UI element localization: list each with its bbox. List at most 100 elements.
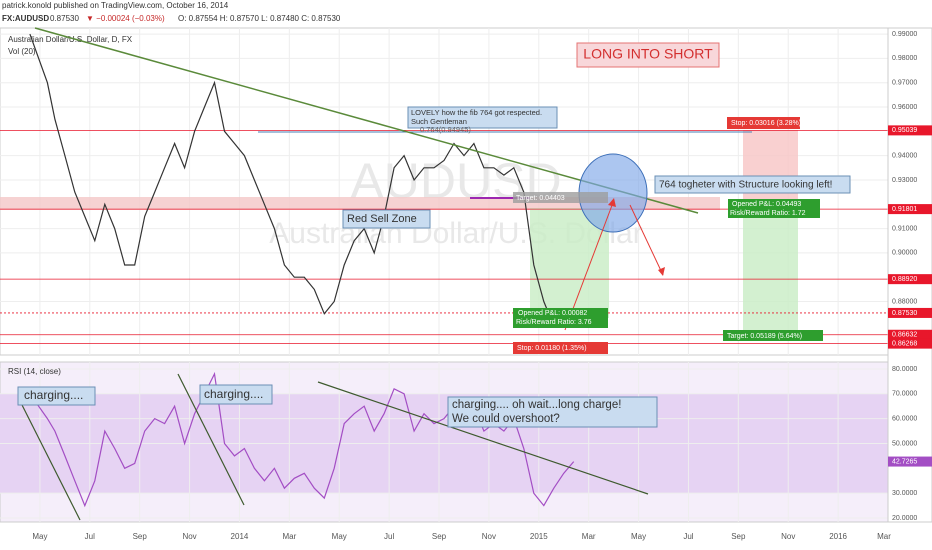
note: We could overshoot? bbox=[452, 413, 560, 425]
x-tick-label: Mar bbox=[282, 532, 296, 541]
price-flag bbox=[888, 338, 932, 349]
y-tick-label: 20.0000 bbox=[892, 515, 917, 522]
price-flag-label: 0.88920 bbox=[892, 276, 917, 283]
x-tick-label: Nov bbox=[182, 532, 196, 541]
position-label: Opened P&L: 0.04493 bbox=[732, 201, 801, 208]
x-tick-label: 2016 bbox=[829, 532, 847, 541]
price-flag bbox=[888, 274, 932, 285]
position-label: Stop: 0.01180 (1.35%) bbox=[517, 345, 587, 352]
x-tick-label: May bbox=[631, 532, 646, 541]
long-target-zone bbox=[743, 210, 798, 335]
y-tick-label: 30.0000 bbox=[892, 490, 917, 497]
note-box bbox=[342, 209, 431, 229]
symbol: FX:AUDUSD bbox=[2, 14, 49, 23]
note: LOVELY how the fib 764 got respected. bbox=[411, 108, 542, 117]
note-box bbox=[407, 106, 558, 129]
label-box bbox=[513, 308, 608, 328]
x-tick-label: Sep bbox=[731, 532, 746, 541]
position-label: Risk/Reward Ratio: 1.72 bbox=[730, 210, 806, 217]
y-tick-label: 0.96000 bbox=[892, 104, 917, 111]
x-tick-label: Mar bbox=[877, 532, 891, 541]
price-flag-label: 0.86632 bbox=[892, 332, 917, 339]
x-tick-label: Nov bbox=[781, 532, 795, 541]
headline: LONG INTO SHORT bbox=[583, 46, 713, 62]
price-flag bbox=[888, 307, 932, 318]
x-tick-label: May bbox=[332, 532, 347, 541]
note: charging.... oh wait...long charge! bbox=[452, 399, 621, 411]
price-flag bbox=[888, 329, 932, 340]
arrow-head bbox=[658, 267, 665, 276]
price-flag-label: 0.91801 bbox=[892, 206, 917, 213]
price-flag bbox=[888, 204, 932, 215]
x-tick-label: 2014 bbox=[231, 532, 249, 541]
arrow bbox=[629, 204, 664, 276]
position-label: Opened P&L: 0.00082 bbox=[518, 310, 587, 317]
series bbox=[29, 33, 575, 508]
y-tick-label: 0.98000 bbox=[892, 55, 917, 62]
x-tick-label: 2015 bbox=[530, 532, 548, 541]
rsi-title: RSI (14, close) bbox=[8, 367, 61, 376]
label-box bbox=[513, 342, 608, 354]
volume-label: Vol (20) bbox=[8, 47, 36, 56]
x-tick-label: Sep bbox=[432, 532, 447, 541]
y-tick-label: 0.90000 bbox=[892, 250, 917, 257]
rsi-flag bbox=[888, 456, 932, 467]
position-label: Stop: 0.03016 (3.28%) bbox=[731, 120, 801, 127]
position-label: Target: 0.05189 (5.64%) bbox=[727, 333, 802, 340]
long-stop-zone bbox=[743, 130, 798, 205]
headline-box bbox=[576, 42, 720, 68]
y-tick-label: 50.0000 bbox=[892, 440, 917, 447]
y-tick-label: 0.88000 bbox=[892, 298, 917, 305]
y-tick-label: 0.97000 bbox=[892, 80, 917, 87]
x-tick-label: Jul bbox=[85, 532, 95, 541]
fib-label: 0.764(0.94945) bbox=[420, 125, 471, 134]
position-label: Risk/Reward Ratio: 3.76 bbox=[516, 319, 592, 326]
rsi-trend-line bbox=[317, 381, 649, 495]
x-tick-label: Jul bbox=[683, 532, 693, 541]
note: charging.... bbox=[204, 387, 263, 401]
y-tick-label: 0.91000 bbox=[892, 225, 917, 232]
note: Such Gentleman bbox=[411, 117, 467, 126]
note-box bbox=[199, 384, 273, 405]
note-box bbox=[654, 175, 851, 194]
note: 764 togheter with Structure looking left… bbox=[659, 180, 832, 191]
price-flag bbox=[888, 125, 932, 136]
note: charging.... bbox=[24, 388, 83, 402]
price-flag-label: 0.86268 bbox=[892, 340, 917, 347]
y-tick-label: 0.99000 bbox=[892, 31, 917, 38]
y-tick-label: 60.0000 bbox=[892, 415, 917, 422]
axes: 0.99000 0.98000 0.97000 0.96000 0.94000 0.930… bbox=[32, 31, 932, 541]
arrow-head bbox=[608, 198, 616, 207]
x-tick-label: Sep bbox=[133, 532, 148, 541]
rsi-line bbox=[29, 371, 575, 508]
position-label: Target: 0.04403 bbox=[516, 195, 565, 202]
note: Red Sell Zone bbox=[347, 213, 417, 225]
label-box bbox=[728, 199, 820, 218]
y-tick-label: 80.0000 bbox=[892, 366, 917, 373]
x-tick-label: Mar bbox=[582, 532, 596, 541]
x-tick-label: May bbox=[32, 532, 47, 541]
y-tick-label: 70.0000 bbox=[892, 391, 917, 398]
note-box bbox=[447, 396, 658, 428]
label-box bbox=[723, 330, 823, 341]
last-price: 0.87530 bbox=[50, 14, 79, 23]
y-tick-label: 0.93000 bbox=[892, 177, 917, 184]
ohlc: O: 0.87554 H: 0.87570 L: 0.87480 C: 0.87… bbox=[178, 14, 341, 23]
author-line: patrick.konold published on TradingView.… bbox=[2, 1, 229, 10]
x-tick-label: Nov bbox=[482, 532, 496, 541]
levels bbox=[0, 129, 888, 345]
y-tick-label: 0.94000 bbox=[892, 152, 917, 159]
panel-title: Australian Dollar/U.S. Dollar, D, FX bbox=[8, 35, 133, 44]
price-flag-label: 0.95039 bbox=[892, 127, 917, 134]
note-box bbox=[17, 386, 96, 406]
price-line bbox=[29, 33, 574, 327]
x-tick-label: Jul bbox=[384, 532, 394, 541]
rsi-flag-label: 42.7265 bbox=[892, 458, 917, 465]
price-flag-label: 0.87530 bbox=[892, 310, 917, 317]
change: ▼ −0.00024 (−0.03%) bbox=[86, 14, 165, 23]
label-box bbox=[727, 117, 800, 129]
rsi-trend-line bbox=[17, 396, 81, 521]
label-box bbox=[513, 192, 608, 203]
rsi-trend-line bbox=[177, 373, 245, 506]
